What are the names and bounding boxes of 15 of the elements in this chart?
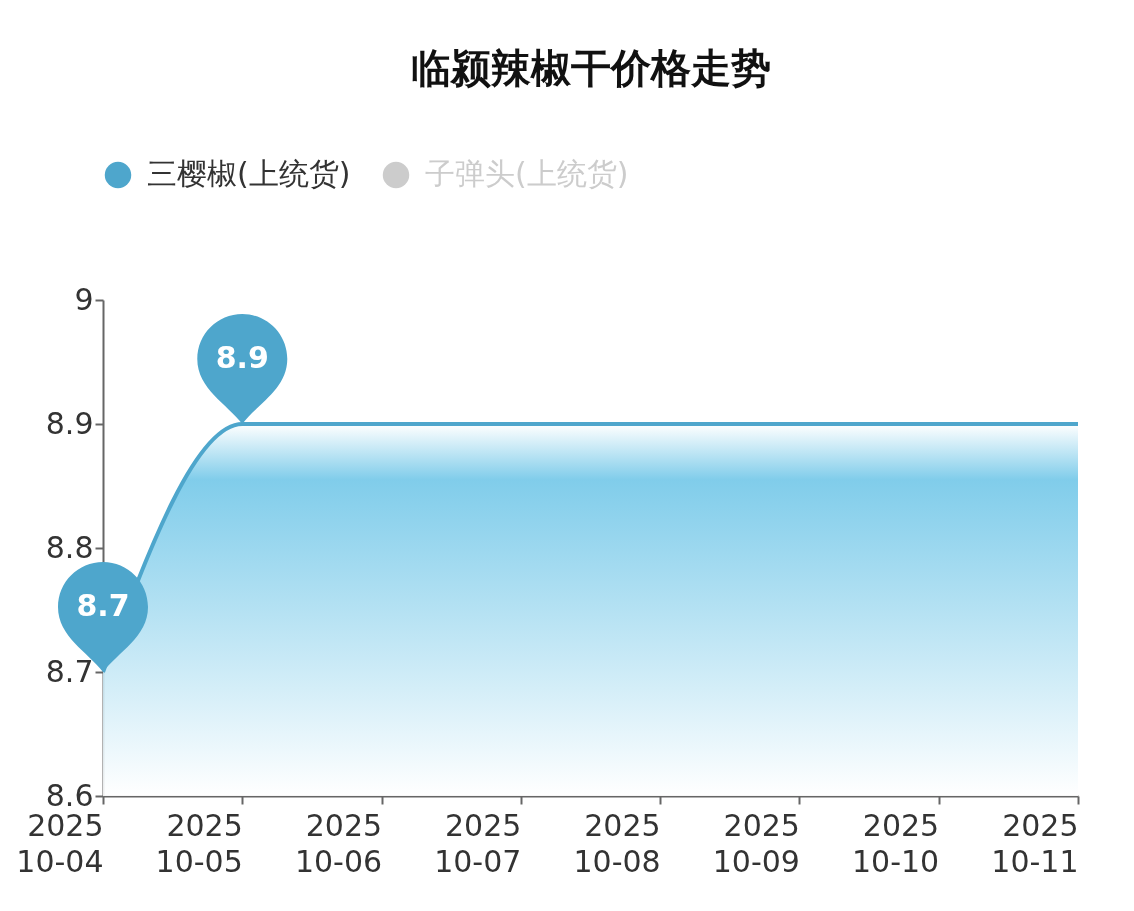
- data-label: 8.7: [76, 588, 130, 623]
- chart-title: 临颍辣椒干价格走势: [410, 45, 771, 91]
- x-tick-label: 2025 10-08: [573, 807, 661, 879]
- y-tick-label: 8.9: [45, 405, 94, 441]
- y-tick-label: 8.7: [45, 653, 94, 689]
- x-tick-label: 2025 10-09: [712, 807, 800, 879]
- x-tick-label: 2025 10-10: [852, 807, 940, 879]
- y-tick-label: 9: [74, 281, 94, 317]
- x-tick-label: 2025 10-05: [155, 807, 243, 879]
- y-tick-label: 8.8: [45, 529, 94, 565]
- x-tick-label: 2025 10-11: [991, 807, 1079, 879]
- x-tick-label: 2025 10-06: [294, 807, 383, 879]
- x-tick-label: 2025 10-07: [434, 807, 522, 879]
- legend-label: 三樱椒(上统货): [147, 156, 351, 191]
- data-label: 8.9: [215, 340, 269, 375]
